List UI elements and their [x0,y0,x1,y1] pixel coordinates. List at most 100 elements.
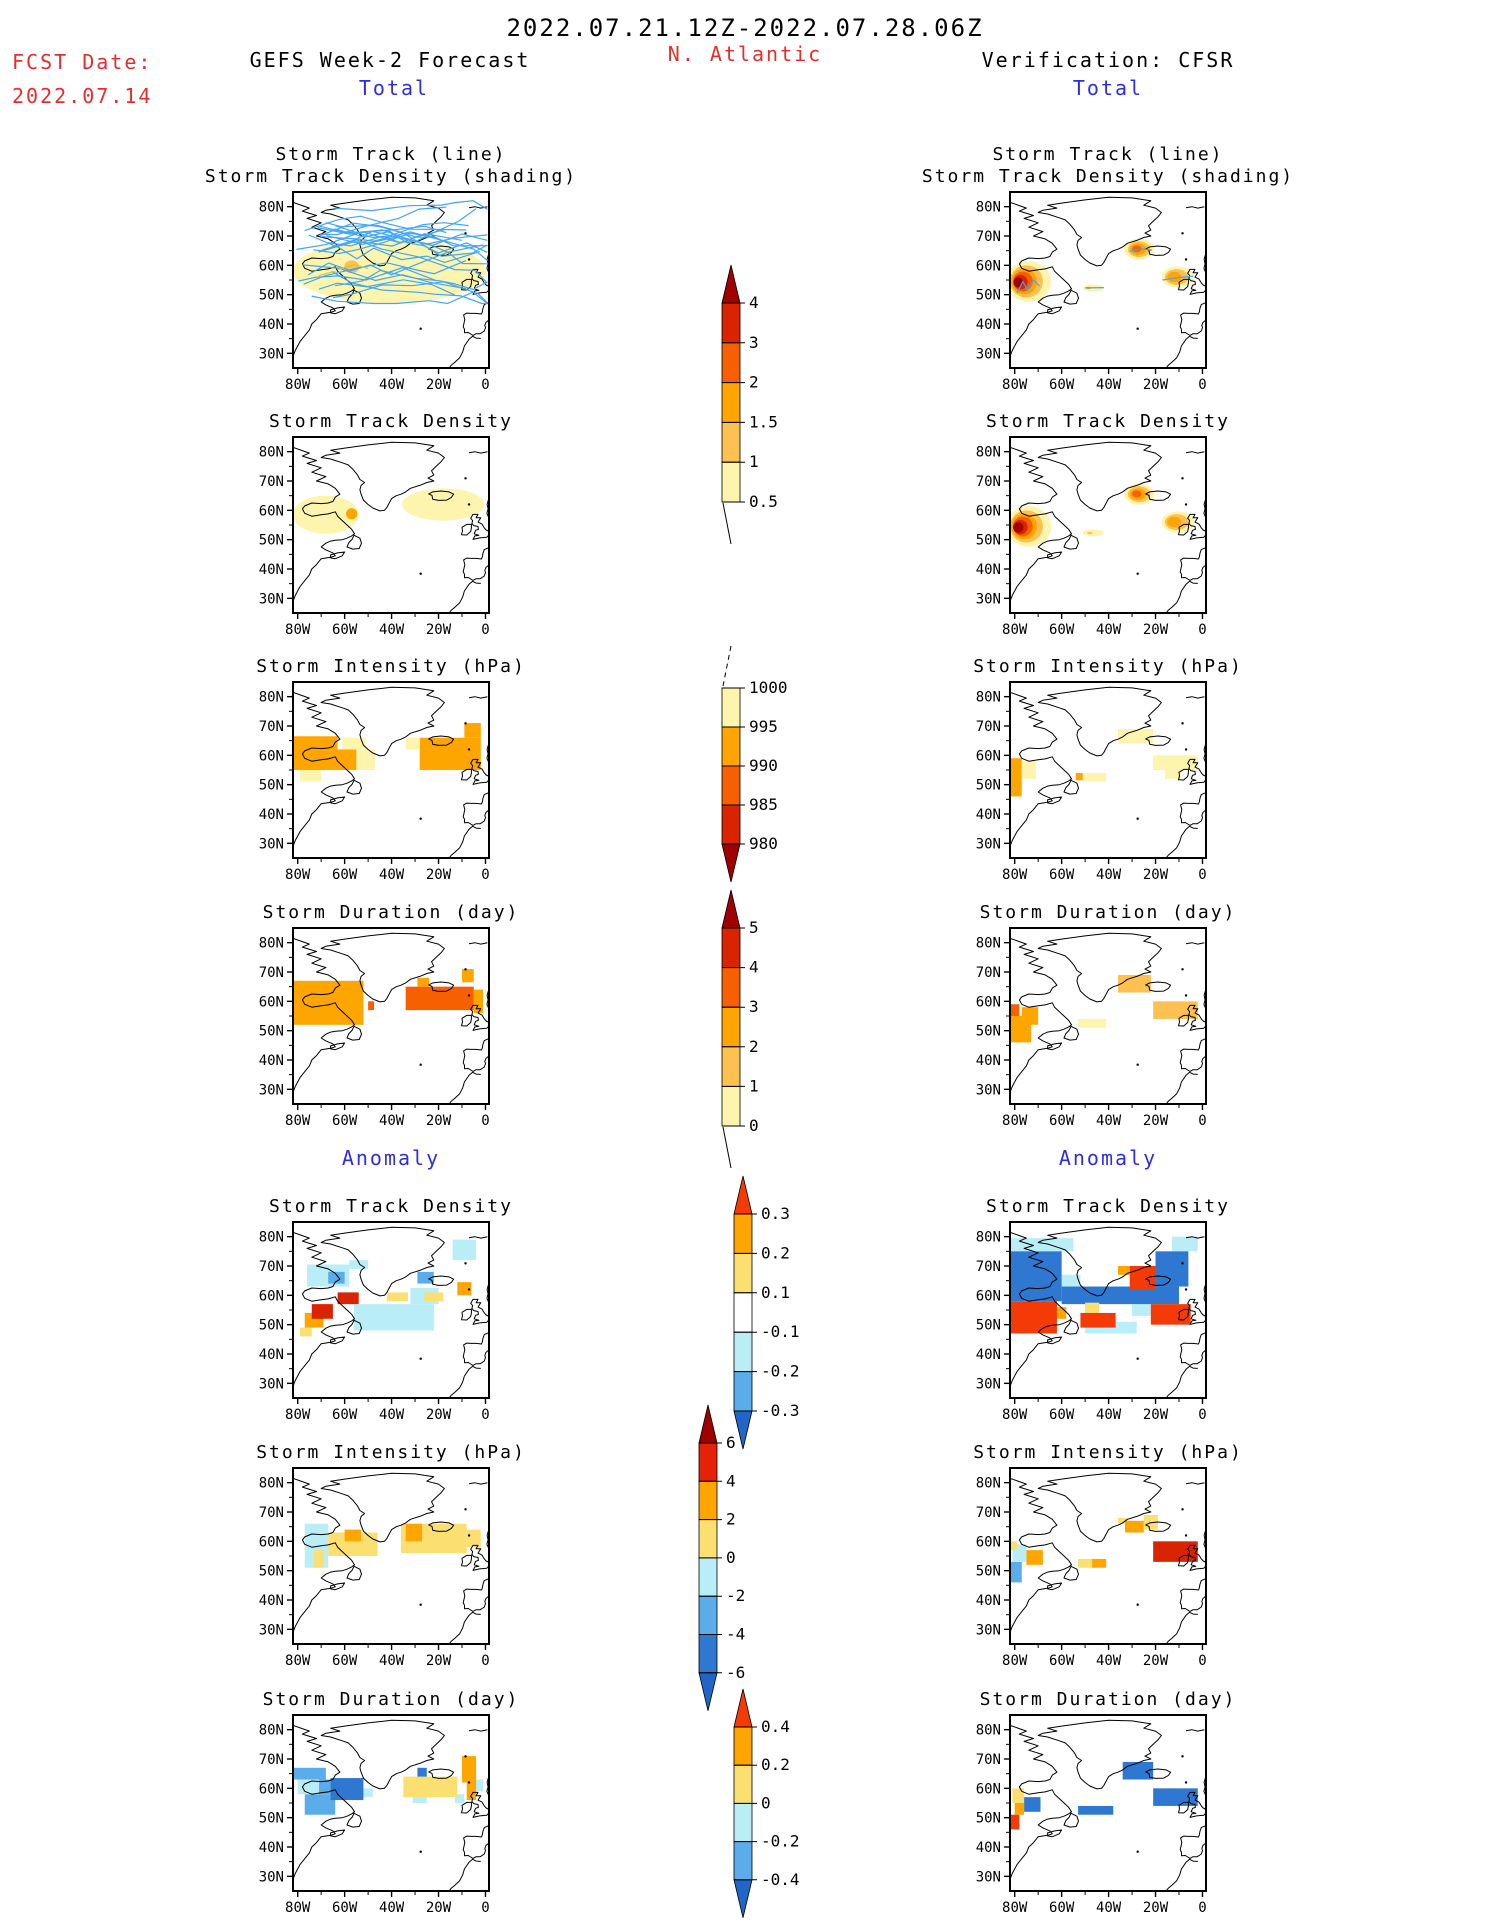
coastline [1179,302,1206,336]
island-dot [419,1063,422,1066]
panel-verif-track-density: 80N 70N 60N 50N 40N 30N 80W 60W 40W 20W 0 [964,433,1216,643]
colorbar-segment [721,302,741,344]
shading-cell [1012,1788,1025,1803]
island-dot [467,1781,471,1784]
lon-tick-label: 40W [1096,867,1122,883]
lat-tick-label: 50N [976,1318,1001,1334]
panel-verif-duration: 80N 70N 60N 50N 40N 30N 80W 60W 40W 20W 0 [964,924,1216,1134]
lat-tick-label: 70N [259,1505,284,1521]
lon-tick-label: 60W [1049,1900,1075,1916]
shading-cell [473,1779,484,1792]
panel-title-fcst-track-line-1: Storm Track Density (shading) [204,166,578,187]
storm-track-line [298,267,437,282]
shading-cell [1078,1018,1107,1028]
lon-tick-label: 20W [426,1113,452,1129]
panel-fcst-intensity: 80N 70N 60N 50N 40N 30N 80W 60W 40W 20W 0 [247,678,499,888]
coastline [320,1472,445,1543]
colorbar-segment [698,1557,718,1597]
lat-tick-label: 40N [259,562,284,578]
shading-cell [300,1327,312,1337]
colorbar-label: 0 [761,1793,771,1812]
coastline [1165,1611,1198,1644]
island-dot [1136,572,1139,575]
coastline [1047,306,1063,315]
shading-cell [403,1776,458,1798]
lon-tick-label: 60W [332,622,358,638]
island-dot [1181,1755,1184,1758]
lat-tick-label: 40N [976,807,1001,823]
colorbar-label: 0.1 [761,1283,790,1302]
coastline [1063,534,1079,550]
lat-tick-label: 70N [976,1752,1001,1768]
coastline [461,523,472,536]
colorbar-label: -2 [726,1586,745,1605]
lon-tick-label: 60W [1049,377,1075,393]
colorbar-segment [721,461,741,503]
panel-title-verif-duration-0: Storm Duration (day) [979,902,1237,923]
lon-tick-label: 80W [285,1653,311,1669]
lat-tick-label: 30N [259,1376,284,1392]
shading-blob [1013,277,1023,288]
colorbar-label: 0.2 [761,1243,790,1262]
coastline [1145,981,1172,992]
panel-verif-track-line: 80N 70N 60N 50N 40N 30N 80W 60W 40W 20W 0 [964,188,1216,398]
island-dot [419,817,422,820]
coastline [428,1521,455,1532]
colorbar-label: 1 [749,1076,759,1095]
coastline [346,289,362,305]
coastline [1010,691,1072,847]
island-dot [1181,968,1184,971]
coastline [1185,942,1205,945]
shading-cell [417,977,430,987]
lon-tick-label: 0 [481,622,489,638]
colorbar-label: 1.5 [749,412,778,431]
island-dot [467,258,471,261]
right-column-model: Verification: CFSR [981,48,1235,72]
coastline [1178,1308,1189,1321]
island-dot [464,968,467,971]
coastline [1063,1812,1079,1828]
shading-cell [318,1779,331,1795]
coastline [330,551,346,560]
lon-tick-label: 0 [1198,622,1206,638]
shading-cell [1080,1312,1116,1328]
colorbar-segment [733,1253,753,1294]
panel-title-verif-track-line-1: Storm Track Density (shading) [921,166,1295,187]
shading-cell [386,1292,409,1302]
shading-cell [314,1550,324,1568]
lon-tick-label: 20W [1143,1407,1169,1423]
island-dot [1136,1063,1139,1066]
lon-tick-label: 80W [285,1407,311,1423]
colorbar-segment [733,1803,753,1843]
lat-tick-label: 80N [976,445,1001,461]
coastline [1145,490,1172,501]
island-dot [464,1755,467,1758]
lat-tick-label: 70N [976,1505,1001,1521]
colorbar-segment [698,1519,718,1559]
coastline [448,825,481,858]
storm-track-line [311,291,488,305]
coastline [470,758,489,785]
panel-verif-intensity-anom: 80N 70N 60N 50N 40N 30N 80W 60W 40W 20W 0 [964,1464,1216,1674]
coastline [320,441,445,512]
coastline [346,534,362,550]
island-dot [1136,1357,1139,1360]
colorbar-segment [733,1841,753,1881]
island-dot [464,1262,467,1265]
colorbar-segment [733,1331,753,1372]
colorbar-label: 0.2 [761,1755,790,1774]
lon-tick-label: 40W [379,867,405,883]
island-dot [1136,817,1139,820]
lon-tick-label: 20W [426,1407,452,1423]
lat-tick-label: 30N [976,346,1001,362]
lat-tick-label: 30N [976,1869,1001,1885]
storm-track-line [331,239,488,284]
lat-tick-label: 80N [259,1723,284,1739]
colorbar-segment [721,1006,741,1048]
colorbar-segment [721,765,741,806]
colorbar-segment [721,967,741,1008]
coastline [293,1724,355,1880]
island-dot [419,1603,422,1606]
coastline [1185,1236,1205,1239]
